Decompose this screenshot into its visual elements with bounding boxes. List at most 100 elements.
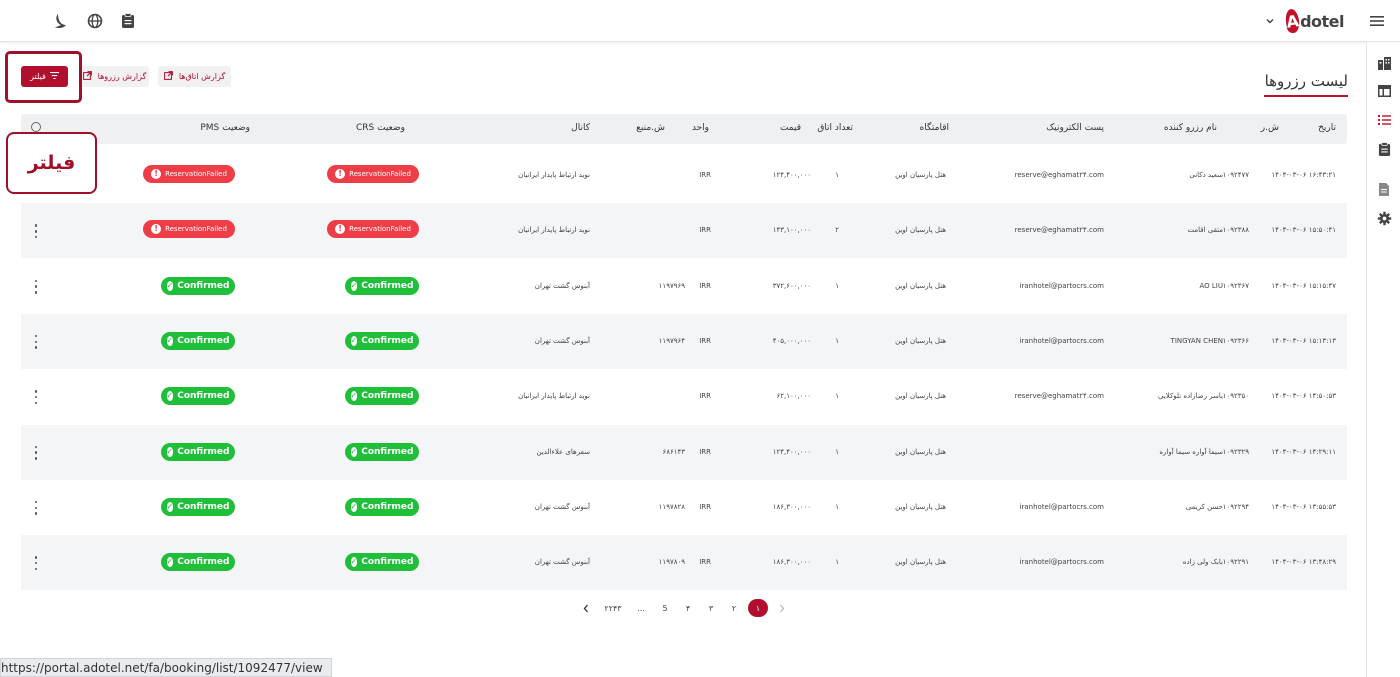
row-actions-icon[interactable]: [34, 556, 38, 571]
cell-channel: آبنوس گشت تهران: [534, 336, 590, 345]
filter-icon: [49, 72, 59, 81]
globe-icon[interactable]: [85, 11, 105, 31]
clipboard-icon[interactable]: [118, 11, 138, 31]
adotel-logo: A dotel: [1284, 8, 1344, 34]
cell-email: iranhotel@partocrs.com: [1019, 502, 1104, 511]
menu-icon[interactable]: [1367, 11, 1387, 31]
crs-status-badge: ✓ Confirmed: [345, 442, 419, 461]
select-all-checkbox[interactable]: [31, 122, 41, 132]
crs-status-badge-label: Confirmed: [361, 501, 414, 512]
cell-res-no: ۱۰۹۲۲۹۱: [1222, 558, 1249, 567]
table-row[interactable]: ۱۴۰۴-۰۳-۰۶ ۱۳:۴۸:۲۹ ۱۰۹۲۲۹۱ بابک ولی زاده i…: [21, 535, 1347, 591]
th-res-no: ش.ر: [1260, 123, 1279, 133]
cell-email: iranhotel@partocrs.com: [1019, 558, 1104, 567]
pms-status-badge: ✓ Confirmed: [161, 553, 235, 572]
top-bar: A dotel: [0, 0, 1400, 42]
pms-status-badge: ✓ Confirmed: [161, 331, 235, 350]
cell-rooms: ۱: [835, 502, 839, 511]
cell-channel: نوید ارتباط پایدار ایرانیان: [518, 226, 590, 235]
table-row[interactable]: ۱۴۰۴-۰۳-۰۶ ۱۴:۵۰:۵۳ ۱۰۹۲۳۵۰ یاسر رضازاده ت…: [21, 369, 1347, 424]
check-circle-icon: ✓: [166, 335, 174, 346]
table-row[interactable]: ۱۴۰۴-۰۳-۰۶ ۱۵:۱۳:۱۳ ۱۰۹۲۳۶۶ TINGYAN CHEN ir…: [21, 313, 1347, 369]
row-actions-icon[interactable]: [34, 445, 38, 460]
crs-status-badge-label: Confirmed: [361, 557, 414, 568]
cell-booker: سعید دکانی: [1189, 171, 1223, 179]
pagination-page-2[interactable]: ۲: [731, 603, 737, 613]
pagination-last[interactable]: ۲۲۴۳: [604, 603, 622, 613]
pagination-prev[interactable]: [776, 599, 788, 617]
alert-circle-icon: !: [335, 224, 346, 235]
moon-icon[interactable]: [51, 11, 71, 31]
pagination-page-current[interactable]: ۱: [748, 599, 768, 617]
cell-booker: TINGYAN CHEN: [1170, 336, 1223, 345]
cell-rooms: ۱: [835, 281, 839, 290]
filter-callout: فیلتر: [6, 132, 97, 194]
cell-res-no: ۱۰۹۲۲۹۴: [1222, 502, 1249, 511]
cell-res-no: ۱۰۹۲۳۲۹: [1222, 447, 1249, 456]
table-header: تاریخ ش.ر نام رزرو کننده پست الکترونیک ا…: [21, 114, 1347, 144]
pms-status-badge: ✓ Confirmed: [161, 387, 235, 406]
filter-button[interactable]: فیلتر: [21, 66, 68, 87]
chevron-down-icon[interactable]: [1260, 11, 1280, 31]
cell-hotel: هتل پارسیان اوین: [895, 392, 946, 401]
check-circle-icon: ✓: [166, 501, 174, 512]
document-icon[interactable]: [1375, 180, 1393, 198]
cell-hotel: هتل پارسیان اوین: [895, 336, 946, 345]
table-row[interactable]: ۱۴۰۴-۰۳-۰۶ ۱۵:۵۰:۴۱ ۱۰۹۲۳۸۸ متقی اقامت rese…: [21, 203, 1347, 259]
cell-res-no: ۱۰۹۲۳۶۷: [1222, 281, 1249, 290]
pagination-page-4[interactable]: ۴: [685, 603, 691, 613]
cell-price: ۶۲,۱۰۰,۰۰۰: [776, 392, 811, 401]
cell-unit: IRR: [699, 447, 711, 456]
table-row[interactable]: ۱۴۰۴-۰۳-۰۶ ۱۳:۵۵:۵۳ ۱۰۹۲۲۹۴ حسن کریمی iranh…: [21, 480, 1347, 535]
room-report-button[interactable]: گزارش اتاق‌ها: [158, 66, 231, 87]
cell-rooms: ۱: [835, 558, 839, 567]
cell-source-no: ۱۱۹۷۸۲۸: [658, 502, 685, 511]
list-icon[interactable]: [1375, 111, 1393, 129]
alert-circle-icon: !: [151, 224, 162, 235]
pms-status-badge-label: Confirmed: [177, 280, 230, 291]
row-actions-icon[interactable]: [34, 334, 38, 349]
th-price: قیمت: [779, 123, 801, 133]
reservation-report-button[interactable]: گزارش رزروها: [80, 66, 149, 87]
table-row[interactable]: ۱۴۰۴-۰۳-۰۶ ۱۵:۱۵:۴۷ ۱۰۹۲۳۶۷ AO LIU iranhote…: [21, 259, 1347, 314]
pms-status-badge-label: Confirmed: [177, 557, 230, 568]
row-actions-icon[interactable]: [34, 390, 38, 405]
check-circle-icon: ✓: [166, 391, 174, 402]
cell-source-no: ۱۱۹۷۸۰۹: [658, 558, 685, 567]
table-icon[interactable]: [1375, 82, 1393, 100]
table-row[interactable]: ۱۴۰۴-۰۳-۰۶ ۱۶:۴۳:۲۱ ۱۰۹۲۴۷۷ سعید دکانی rese…: [21, 148, 1347, 203]
room-report-label: گزارش اتاق‌ها: [178, 72, 226, 81]
cell-res-no: ۱۰۹۲۳۵۰: [1222, 392, 1249, 401]
cell-price: ۴۰۵,۰۰۰,۰۰۰: [772, 336, 811, 345]
check-circle-icon: ✓: [166, 280, 174, 291]
row-actions-icon[interactable]: [34, 279, 38, 294]
cell-date: ۱۴۰۴-۰۳-۰۶ ۱۵:۵۰:۴۱: [1271, 226, 1336, 235]
crs-status-badge-label: ReservationFailed: [349, 170, 411, 178]
pagination-page-5[interactable]: 5: [662, 603, 668, 613]
cell-unit: IRR: [699, 558, 711, 567]
gear-icon[interactable]: [1375, 209, 1393, 227]
cell-unit: IRR: [699, 336, 711, 345]
row-actions-icon[interactable]: [34, 224, 38, 239]
cell-date: ۱۴۰۴-۰۳-۰۶ ۱۵:۱۵:۴۷: [1271, 281, 1336, 290]
building-icon[interactable]: [1375, 54, 1393, 72]
cell-price: ۱۲۴,۴۰۰,۰۰۰: [772, 171, 811, 179]
cell-hotel: هتل پارسیان اوین: [895, 281, 946, 290]
cell-channel: آبنوس گشت تهران: [534, 281, 590, 290]
pagination-page-3[interactable]: ۳: [708, 603, 714, 613]
row-actions-icon[interactable]: [34, 500, 38, 515]
alert-circle-icon: !: [151, 169, 162, 179]
crs-status-badge-label: Confirmed: [361, 391, 414, 402]
crs-status-badge-label: ReservationFailed: [349, 225, 411, 234]
th-booker: نام رزرو کننده: [1163, 123, 1217, 133]
cell-date: ۱۴۰۴-۰۳-۰۶ ۱۳:۴۸:۲۹: [1271, 558, 1336, 567]
cell-date: ۱۴۰۴-۰۳-۰۶ ۱۴:۵۰:۵۳: [1271, 392, 1336, 401]
table-row[interactable]: ۱۴۰۴-۰۳-۰۶ ۱۴:۲۹:۱۱ ۱۰۹۲۳۲۹ سیما آواره سیم…: [21, 424, 1347, 480]
th-rooms: تعداد اتاق: [817, 123, 853, 133]
cell-date: ۱۴۰۴-۰۳-۰۶ ۱۳:۵۵:۵۳: [1271, 502, 1336, 511]
cell-email: iranhotel@partocrs.com: [1019, 281, 1104, 290]
cell-rooms: ۲: [835, 226, 839, 235]
cell-email: reserve@eghamat۲۴.com: [1014, 392, 1104, 401]
pagination-next[interactable]: [580, 599, 592, 617]
clipboard-icon[interactable]: [1375, 140, 1393, 158]
